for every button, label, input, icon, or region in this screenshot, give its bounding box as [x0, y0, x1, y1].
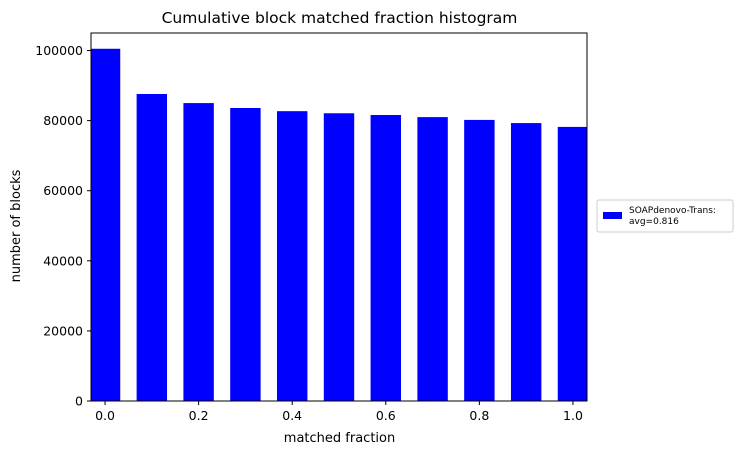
- y-tick-label: 60000: [43, 183, 83, 198]
- bar: [323, 113, 355, 402]
- bar: [183, 103, 214, 401]
- bar: [370, 115, 401, 402]
- legend-box: [596, 199, 734, 233]
- legend-swatch: [603, 212, 622, 219]
- x-tick-label: 0.4: [282, 408, 302, 423]
- legend-label-line-1: SOAPdenovo-Trans:: [629, 206, 716, 216]
- y-tick-label: 20000: [43, 323, 83, 338]
- bar: [464, 119, 495, 402]
- x-axis: 0.0 0.2 0.4 0.6 0.8 1.0: [95, 401, 583, 423]
- legend: SOAPdenovo-Trans: avg=0.816: [596, 199, 734, 233]
- y-axis-title: number of blocks: [9, 169, 24, 282]
- bar: [417, 117, 448, 401]
- bar: [510, 123, 542, 401]
- bar: [277, 111, 308, 401]
- x-tick-label: 1.0: [563, 408, 583, 423]
- x-tick-label: 0.6: [376, 408, 396, 423]
- x-tick-label: 0.0: [95, 408, 115, 423]
- y-tick-label: 80000: [43, 113, 83, 128]
- y-tick-label: 0: [75, 394, 83, 409]
- bars-layer: [91, 48, 587, 402]
- bar: [230, 108, 261, 402]
- bar: [91, 48, 121, 402]
- x-tick-label: 0.2: [189, 408, 209, 423]
- x-axis-title: matched fraction: [284, 431, 395, 446]
- bar: [136, 93, 168, 402]
- chart-title: Cumulative block matched fraction histog…: [162, 9, 518, 27]
- y-axis: 0 20000 40000 60000 80000 100000: [35, 43, 91, 409]
- y-tick-label: 40000: [43, 253, 83, 268]
- bar: [557, 126, 587, 402]
- plot-frame: [90, 32, 588, 402]
- legend-label-line-2: avg=0.816: [629, 217, 679, 227]
- x-tick-label: 0.8: [469, 408, 489, 423]
- y-tick-label: 100000: [35, 43, 83, 58]
